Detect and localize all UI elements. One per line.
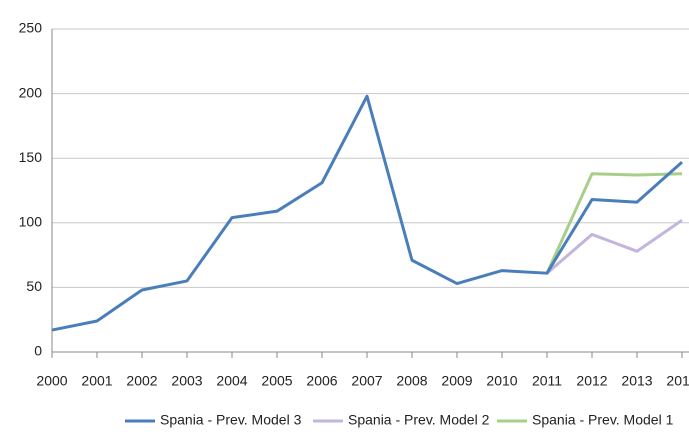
y-tick-label: 250: [19, 20, 43, 36]
x-tick-label: 2002: [126, 373, 157, 389]
y-tick-label: 100: [19, 214, 43, 230]
x-tick-label: 2005: [261, 373, 292, 389]
x-tick-label: 2003: [171, 373, 202, 389]
legend-label: Spania - Prev. Model 2: [348, 412, 490, 428]
x-tick-label: 2010: [486, 373, 517, 389]
y-tick-label: 200: [19, 84, 43, 100]
x-tick-label: 2007: [351, 373, 382, 389]
x-tick-label: 2013: [621, 373, 652, 389]
legend-label: Spania - Prev. Model 1: [532, 412, 674, 428]
y-tick-label: 50: [26, 278, 42, 294]
x-tick-label: 2009: [441, 373, 472, 389]
x-tick-label: 2001: [81, 373, 112, 389]
series-line: [546, 218, 683, 275]
series-line: [51, 94, 683, 332]
x-tick-label: 2011: [532, 373, 562, 389]
x-tick-label: 2006: [306, 373, 337, 389]
x-tick-label: 2014: [666, 373, 689, 389]
x-tick-label: 2012: [576, 373, 607, 389]
series-line: [545, 172, 683, 274]
x-tick-label: 2008: [396, 373, 427, 389]
x-tick-label: 2000: [36, 373, 67, 389]
legend-label: Spania - Prev. Model 3: [160, 412, 302, 428]
y-tick-label: 150: [19, 149, 43, 165]
y-tick-label: 0: [34, 343, 42, 359]
x-tick-label: 2004: [216, 373, 247, 389]
